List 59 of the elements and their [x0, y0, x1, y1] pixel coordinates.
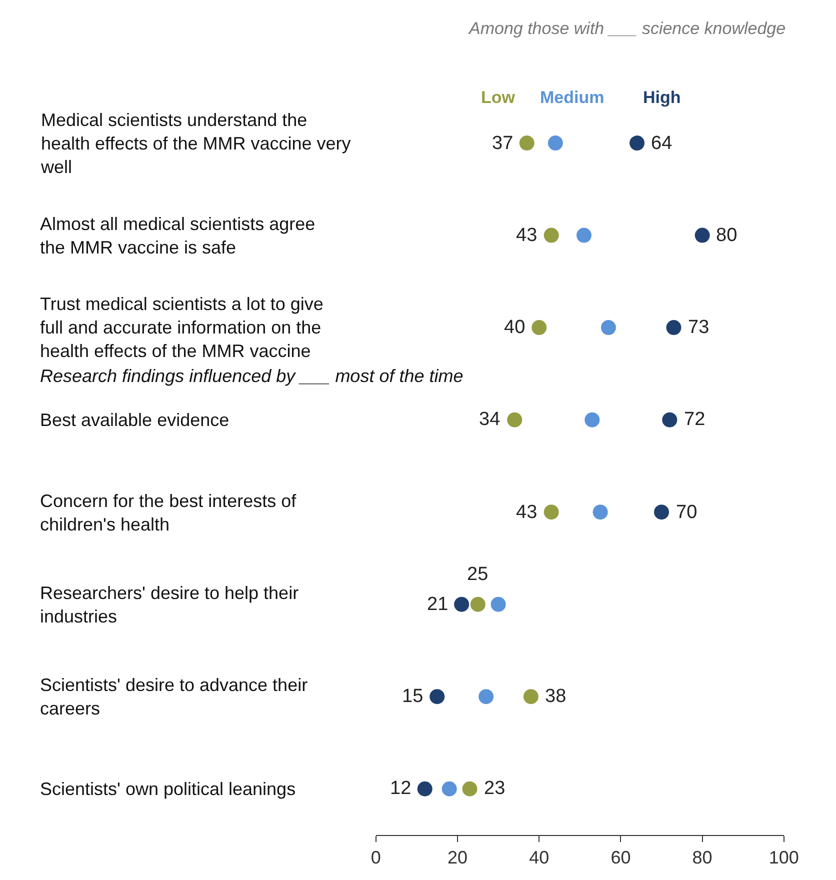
point	[442, 781, 457, 796]
point	[478, 689, 494, 704]
annotation: Research findings influenced by ___ most of the time	[40, 366, 464, 386]
y-tick-label: Scientists' desire to advance their careers	[40, 675, 308, 718]
x-tick-label: 60	[610, 848, 631, 868]
point	[548, 136, 563, 151]
x-tick-label: 0	[370, 848, 381, 868]
data-label: 12	[390, 778, 412, 799]
point	[462, 781, 478, 796]
data-label: 73	[688, 317, 710, 338]
point	[654, 504, 670, 520]
point	[662, 412, 678, 428]
x-tick-label: 80	[692, 848, 712, 868]
x-tick-label: 20	[447, 848, 468, 868]
point	[454, 596, 470, 612]
point	[544, 504, 559, 520]
data-label: 64	[651, 133, 673, 154]
y-tick-label: Trust medical scientists a lot to give full and accurate information on the health effects of the MMR vaccine	[40, 294, 324, 361]
series-label: Medium	[540, 88, 604, 107]
data-label: 15	[402, 686, 424, 707]
data-label: 21	[427, 594, 448, 615]
data-label: 38	[545, 686, 566, 707]
data-label: 70	[676, 502, 698, 523]
point	[430, 689, 445, 704]
data-label: 34	[479, 409, 501, 430]
series-label: High	[643, 88, 681, 107]
data-label: 25	[467, 564, 488, 585]
point	[519, 136, 534, 151]
point	[507, 412, 522, 428]
data-label: 23	[484, 778, 506, 799]
series-label: Low	[481, 88, 516, 107]
data-label: 37	[492, 133, 514, 154]
point	[600, 320, 616, 336]
point	[532, 320, 547, 336]
chart-subtitle: Among those with ___ science knowledge	[468, 19, 786, 38]
y-tick-label: Scientists' own political leanings	[40, 779, 296, 799]
point	[694, 228, 710, 243]
data-label: 80	[716, 225, 738, 246]
point	[630, 136, 645, 151]
data-label: 43	[516, 225, 538, 246]
y-tick-label: Concern for the best interests of children's health	[40, 491, 298, 534]
point	[523, 689, 538, 704]
point	[417, 781, 432, 796]
point	[470, 596, 486, 612]
data-label: 72	[684, 409, 706, 430]
y-tick-label: Best available evidence	[40, 410, 230, 430]
y-tick-label: Researchers' desire to help their industries	[40, 583, 299, 626]
point	[544, 228, 559, 243]
y-tick-label: Medical scientists understand the health effects of the MMR vaccine very well	[40, 110, 351, 177]
point	[490, 596, 506, 612]
x-tick-label: 100	[768, 848, 799, 868]
y-tick-label: Almost all medical scientists agree the MMR vaccine is safe	[40, 214, 316, 258]
data-label: 40	[504, 317, 526, 338]
point	[592, 504, 608, 520]
point	[584, 412, 600, 428]
data-label: 43	[516, 502, 538, 523]
point	[576, 228, 592, 243]
x-tick-label: 40	[529, 848, 550, 868]
point	[666, 320, 682, 336]
